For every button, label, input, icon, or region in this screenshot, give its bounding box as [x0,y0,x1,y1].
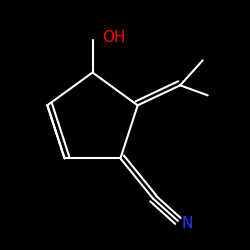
Text: OH: OH [102,30,126,45]
Text: N: N [182,216,193,231]
